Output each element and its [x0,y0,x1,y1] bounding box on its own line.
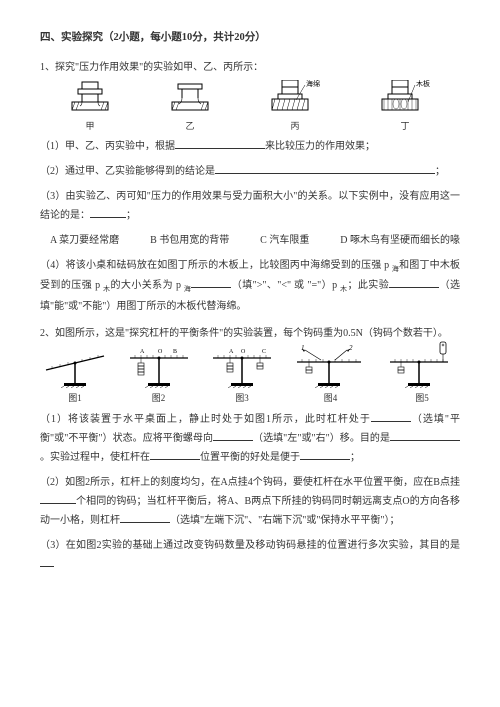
q1-stem: 1、探究"压力作用效果"的实验如甲、乙、丙所示： [40,58,460,77]
blank [390,432,460,441]
svg-text:C: C [262,349,266,355]
q1-p4: （4）将该小桌和砝码放在如图丁所示的木板上，比较图丙中海绵受到的压强 p 海和图… [40,256,460,316]
blank [300,451,350,460]
blank [389,279,439,288]
blank [175,140,265,149]
fig5: 图5 [384,340,460,407]
blank [150,451,200,460]
text: 。实验过程中，使杠杆在 [40,452,150,463]
text: ； [435,166,445,177]
blank [215,165,435,174]
blank [40,495,76,504]
opt-d: D 啄木鸟有坚硬而细长的喙 [340,231,460,250]
svg-text:A: A [140,349,145,355]
text: （3）在如图2实验的基础上通过改变钩码数量及移动钩码悬挂的位置进行多次实验，其目… [40,540,460,551]
q1-p1: （1）甲、乙、丙实验中，根据 来比较压力的作用效果； [40,137,460,156]
text: 的大小关系为 p [110,280,183,291]
q1-p2: （2）通过甲、乙实验能够得到的结论是 ； [40,162,460,181]
text: （选填"左端下沉"、"右端下沉"或"保持水平平衡"）； [170,515,400,526]
blank [213,432,253,441]
text: 位置平衡的好处是便于 [200,452,300,463]
blank [90,209,126,218]
q1-figures: 甲 乙 海绵 [40,85,460,135]
q2-figures: 图1 AOB 图2 AOC [40,353,460,408]
fig1: 图1 [40,346,110,407]
svg-text:A: A [229,349,234,355]
board-label: 木板 [416,80,430,88]
blank [191,279,231,288]
fig-label: 图2 [124,390,194,407]
fig-label: 图4 [291,390,371,407]
fig-bing: 海绵 丙 [268,80,322,135]
svg-text:2: 2 [349,344,353,352]
fig2: A O B 图2 [124,346,194,407]
fig-label: 图1 [40,390,110,407]
text: ；此实验 [347,280,389,291]
text: （4）将该小桌和砝码放在如图丁所示的木板上，比较图丙中海绵受到的压强 p [40,260,392,271]
text: ； [126,210,136,221]
sub: 海 [392,265,399,273]
svg-text:O: O [241,349,246,355]
fig-label: 图5 [384,390,460,407]
opt-c: C 汽车限重 [260,231,309,250]
blank [120,514,170,523]
section-heading: 四、实验探究（2小题，每小题10分，共计20分） [40,28,460,48]
fig-label-bing: 丙 [268,118,322,135]
q2-p2: （2）如图2所示，杠杆上的刻度均匀，在A点挂4个钩码，要使杠杆在水平位置平衡，应… [40,473,460,530]
text: （2）如图2所示，杠杆上的刻度均匀，在A点挂4个钩码，要使杠杆在水平位置平衡，应… [40,477,460,488]
fig-label: 图3 [207,390,277,407]
svg-text:O: O [158,349,163,355]
sub: 海 [184,285,191,293]
fig-ding: 木板 丁 [378,80,432,135]
fig-jia: 甲 [68,80,112,135]
fig-label-ding: 丁 [378,118,432,135]
q2-p3: （3）在如图2实验的基础上通过改变钩码数量及移动钩码悬挂的位置进行多次实验，其目… [40,536,460,574]
blank [371,413,411,422]
opt-a: A 菜刀要经常磨 [50,231,119,250]
fig3: A O C 图3 [207,346,277,407]
fig4: 1 2 图4 [291,340,371,407]
text: ； [350,452,360,463]
fig-label-yi: 乙 [168,118,212,135]
sponge-label: 海绵 [306,80,320,88]
fig-yi: 乙 [168,80,212,135]
opt-b: B 书包用宽的背带 [150,231,229,250]
text: （1）将该装置于水平桌面上，静止时处于如图1所示，此时杠杆处于 [40,414,371,425]
blank [40,558,54,567]
text: （1）甲、乙、丙实验中，根据 [40,141,175,152]
text: （填">"、"<" 或 "="）p [231,280,340,291]
q1-options: A 菜刀要经常磨 B 书包用宽的背带 C 汽车限重 D 啄木鸟有坚硬而细长的喙 [40,231,460,250]
text: （选填"左"或"右"）移。目的是 [253,433,390,444]
q1-p3: （3）由实验乙、丙可知"压力的作用效果与受力面积大小"的关系。以下实例中，没有应… [40,187,460,225]
q2-p1: （1）将该装置于水平桌面上，静止时处于如图1所示，此时杠杆处于（选填"平衡"或"… [40,410,460,467]
text: 来比较压力的作用效果； [265,141,375,152]
text: （2）通过甲、乙实验能够得到的结论是 [40,166,215,177]
fig-label-jia: 甲 [68,118,112,135]
svg-text:B: B [173,349,177,355]
